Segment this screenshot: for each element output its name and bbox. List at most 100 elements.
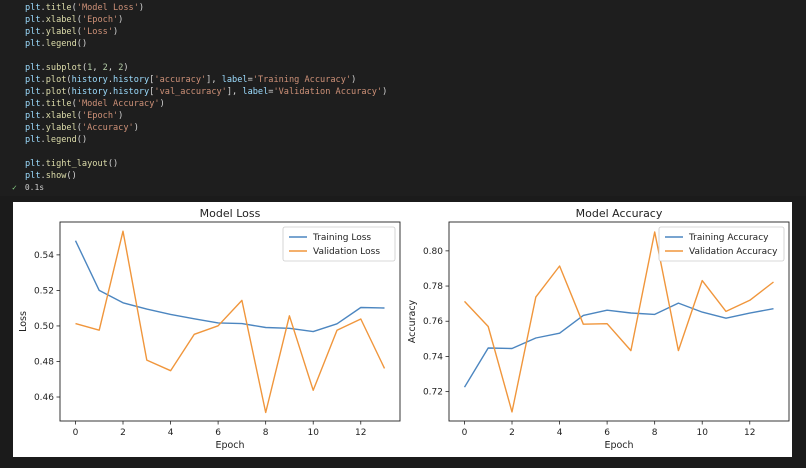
legend-label: Validation Accuracy — [689, 247, 778, 257]
code-token: plt — [25, 39, 41, 49]
code-token: () — [66, 171, 77, 181]
code-token: ( — [76, 123, 82, 133]
legend-label: Training Loss — [312, 233, 371, 243]
x-tick-label: 8 — [263, 428, 269, 438]
code-token: = — [247, 75, 253, 85]
code-token: [ — [149, 87, 155, 97]
code-token: plt — [25, 159, 41, 169]
code-line: plt.legend() — [25, 134, 87, 146]
code-token: ) — [118, 111, 124, 121]
code-token: 'Model Accuracy' — [76, 99, 160, 109]
code-token: title — [45, 3, 72, 13]
code-token: . — [40, 135, 46, 145]
code-token: . — [40, 75, 46, 85]
y-tick-label: 0.72 — [423, 388, 443, 398]
code-token: plt — [25, 87, 41, 97]
code-token: ( — [71, 3, 77, 13]
code-token: ) — [382, 87, 388, 97]
code-token: history — [71, 75, 108, 85]
code-token: 'Validation Accuracy' — [273, 87, 383, 97]
code-token: , — [92, 63, 103, 73]
y-tick-label: 0.80 — [423, 247, 443, 257]
x-tick-label: 4 — [168, 428, 174, 438]
code-token: ( — [76, 111, 82, 121]
code-token: plt — [25, 27, 41, 37]
code-token: . — [40, 15, 46, 25]
figure: Model Loss 0 2 4 6 8 10 12 0.46 0.48 0.50 0.52 0.54 E… — [18, 207, 790, 451]
code-token: ylabel — [45, 123, 77, 133]
code-token: [ — [149, 75, 155, 85]
code-line: plt.ylabel('Accuracy') — [25, 122, 139, 134]
code-line: plt.title('Model Loss') — [25, 2, 144, 14]
code-token: = — [268, 87, 274, 97]
y-tick-label: 0.54 — [34, 251, 54, 261]
code-token: plt — [25, 123, 41, 133]
code-token: plt — [25, 111, 41, 121]
y-tick-label: 0.76 — [423, 317, 443, 327]
y-axis-label: Loss — [18, 311, 29, 332]
code-token: plt — [25, 3, 41, 13]
x-tick-label: 6 — [604, 428, 610, 438]
code-line: plt.legend() — [25, 38, 87, 50]
code-token: title — [45, 99, 72, 109]
x-tick-label: 10 — [307, 428, 319, 438]
code-line: plt.plot(history.history['val_accuracy']… — [25, 86, 387, 98]
code-token: plot — [45, 87, 67, 97]
code-token: ( — [71, 99, 77, 109]
code-token: , — [107, 63, 119, 73]
code-token: ( — [66, 87, 72, 97]
code-token: . — [40, 3, 46, 13]
code-token: label — [242, 87, 269, 97]
x-tick-label: 2 — [509, 428, 515, 438]
code-token: ylabel — [45, 27, 77, 37]
code-token: xlabel — [45, 15, 77, 25]
series-line-training — [463, 302, 774, 388]
x-tick-label: 12 — [744, 428, 755, 438]
code-line: plt.show() — [25, 170, 77, 182]
code-token: history — [113, 75, 150, 85]
code-token: 2 — [102, 63, 108, 73]
code-token: . — [40, 39, 46, 49]
code-token: . — [40, 99, 46, 109]
x-axis-label: Epoch — [604, 440, 633, 451]
code-token: ( — [81, 63, 88, 73]
series-line-validation — [75, 230, 386, 414]
x-tick-label: 10 — [696, 428, 708, 438]
code-token: ], — [226, 87, 243, 97]
code-token: plt — [25, 99, 41, 109]
y-tick-label: 0.50 — [34, 322, 54, 332]
code-token: 'Loss' — [81, 27, 113, 37]
plot-frame — [59, 221, 401, 422]
code-token: . — [107, 75, 114, 85]
code-token: . — [40, 87, 46, 97]
cell-output: Model Loss 0 2 4 6 8 10 12 0.46 0.48 0.50 0.52 0.54 E… — [13, 202, 792, 457]
code-token: 'Accuracy' — [81, 123, 134, 133]
code-token: plt — [25, 75, 41, 85]
code-token: ], — [206, 75, 222, 85]
code-token: . — [40, 123, 46, 133]
execution-time: 0.1s — [24, 183, 45, 192]
code-token: 'Epoch' — [81, 111, 119, 121]
code-line: plt.ylabel('Loss') — [25, 26, 118, 38]
code-token: history — [71, 87, 108, 97]
code-line: plt.title('Model Accuracy') — [25, 98, 165, 110]
series-line-training — [74, 240, 385, 333]
code-line: plt.xlabel('Epoch') — [25, 14, 123, 26]
legend-label: Validation Loss — [313, 247, 380, 257]
code-token: 'accuracy' — [154, 75, 207, 85]
chart-panel: Model Accuracy 0 2 4 6 8 10 12 0.72 0.74 0.76 0.78 0… — [407, 207, 790, 451]
code-cell[interactable]: plt.title('Model Loss') plt.xlabel('Epoch… — [0, 0, 806, 196]
code-token: ) — [123, 63, 129, 73]
legend-label: Training Accuracy — [688, 233, 769, 243]
code-token: 1 — [87, 63, 93, 73]
x-tick-label: 4 — [557, 428, 563, 438]
code-token: show — [45, 171, 67, 181]
code-token: ) — [351, 75, 357, 85]
code-token: legend — [45, 135, 77, 145]
code-token: . — [107, 87, 114, 97]
code-token: ) — [113, 27, 119, 37]
legend-box — [658, 226, 785, 262]
code-token: . — [40, 63, 46, 73]
code-token: () — [76, 39, 88, 49]
y-tick-label: 0.48 — [34, 357, 54, 367]
